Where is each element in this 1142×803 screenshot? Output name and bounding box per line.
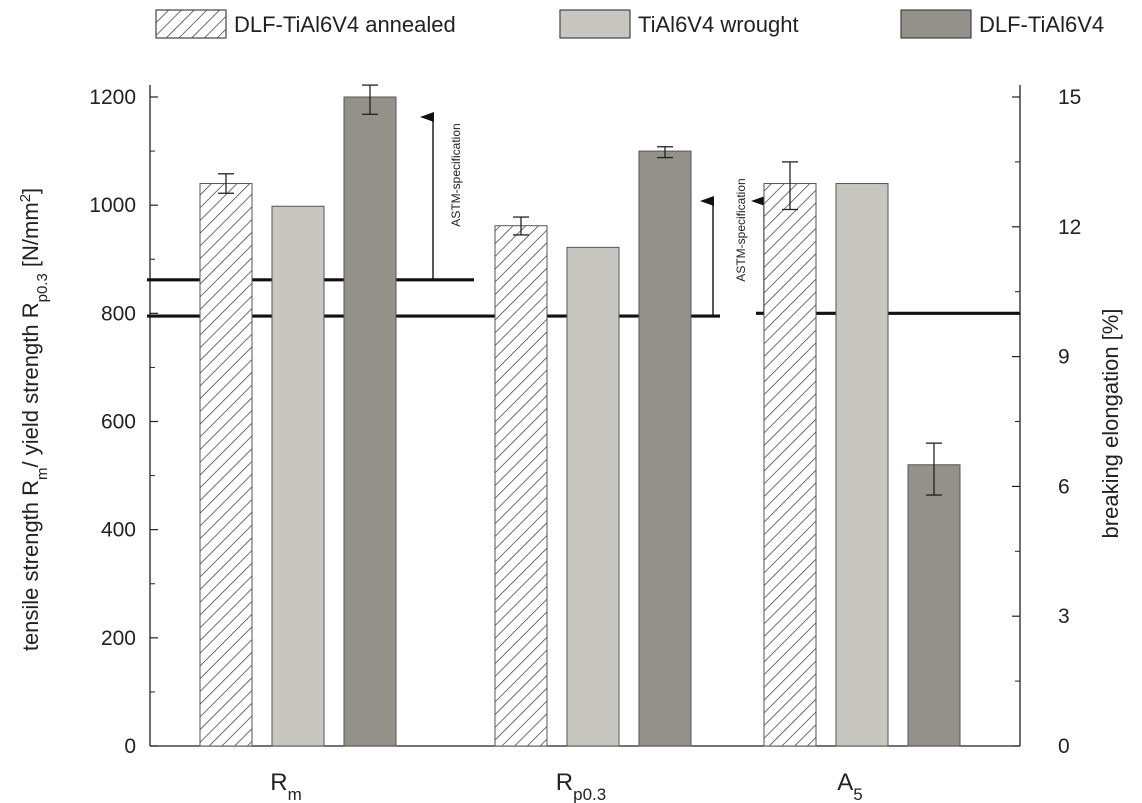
right-tick-label: 12 [1058, 216, 1081, 239]
error-bars [218, 84, 942, 496]
category-label: Rm [270, 769, 302, 803]
bar [199, 183, 253, 747]
category-label: Rp0.3 [556, 769, 606, 803]
left-tick-label: 0 [124, 735, 136, 758]
bar [638, 150, 692, 747]
bar [907, 464, 961, 747]
left-tick-label: 600 [101, 411, 136, 434]
labels: tensile strength Rm/ yield strength Rp0.… [17, 188, 1124, 803]
left-tick-label: 400 [101, 519, 136, 542]
bar [566, 246, 620, 747]
bar [343, 96, 397, 747]
legend-label: DLF-TiAl6V4 [979, 12, 1104, 37]
legend-label: DLF-TiAl6V4 annealed [234, 12, 456, 37]
right-tick-label: 6 [1058, 475, 1070, 498]
left-tick-label: 200 [101, 627, 136, 650]
right-tick-label: 9 [1058, 346, 1070, 369]
legend: DLF-TiAl6V4 annealed TiAl6V4 wrought DLF-T… [155, 9, 1104, 39]
legend-swatch [155, 9, 227, 39]
legend-swatch [900, 9, 972, 39]
bar [763, 183, 817, 747]
bars [199, 96, 961, 747]
y-right-axis-title: breaking elongation [%] [1098, 309, 1123, 539]
bar [494, 225, 548, 747]
right-tick-label: 0 [1058, 735, 1070, 758]
bar [271, 205, 325, 747]
bar [835, 183, 889, 747]
left-tick-label: 1000 [89, 194, 136, 217]
astm-spec-label: ASTM-specification [449, 123, 463, 226]
left-tick-label: 1200 [89, 86, 136, 109]
y-left-axis-title: tensile strength Rm/ yield strength Rp0.… [17, 188, 51, 651]
right-tick-label: 15 [1058, 86, 1081, 109]
left-tick-label: 800 [101, 302, 136, 325]
right-tick-label: 3 [1058, 605, 1070, 628]
legend-label: TiAl6V4 wrought [638, 12, 799, 37]
category-label: A5 [837, 769, 862, 803]
legend-swatch [559, 9, 631, 39]
astm-spec-label: ASTM-specification [734, 178, 748, 281]
